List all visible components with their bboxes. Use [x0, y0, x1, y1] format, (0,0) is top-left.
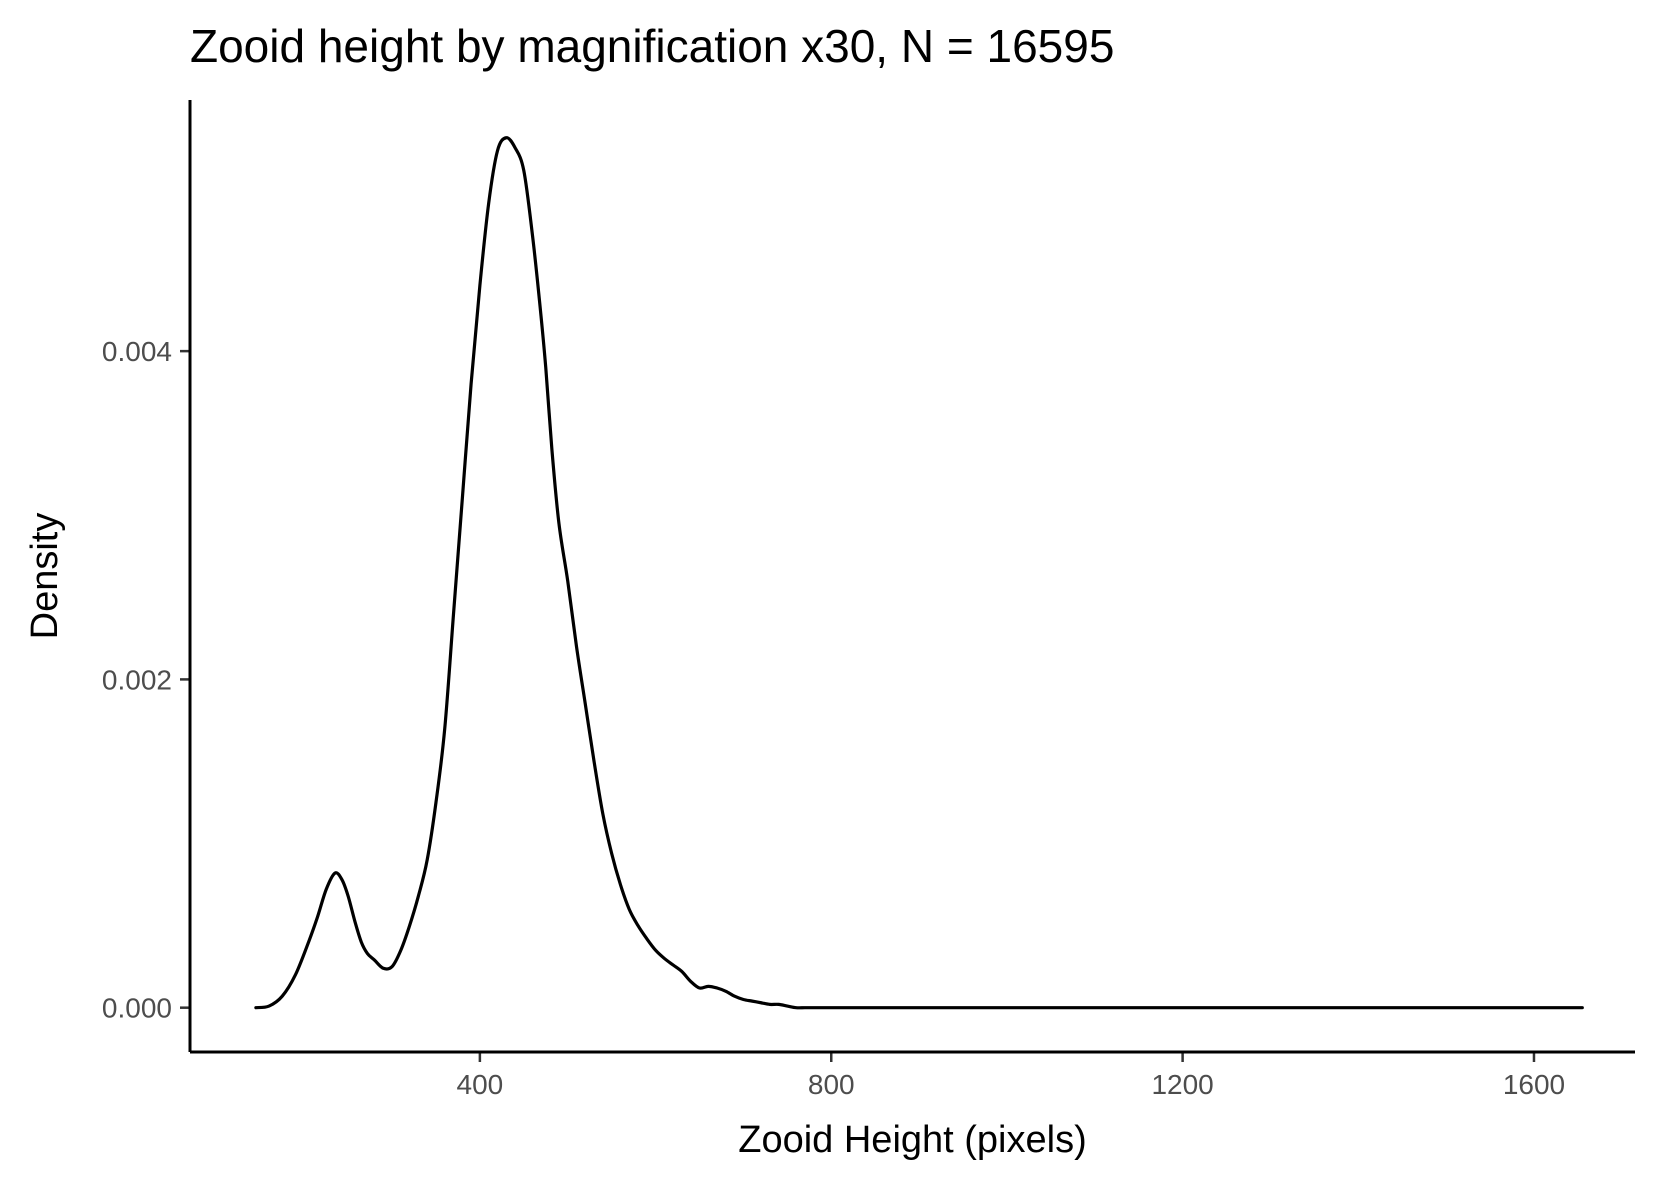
y-axis-title: Density [24, 513, 66, 640]
x-tick-label: 1200 [1151, 1069, 1213, 1100]
y-axis: 0.000 0.002 0.004 [102, 336, 190, 1024]
x-tick-label: 1600 [1503, 1069, 1565, 1100]
series-layer [254, 136, 1584, 1010]
y-tick-label: 0.002 [102, 664, 172, 695]
y-tick-label: 0.000 [102, 993, 172, 1024]
y-tick-label: 0.004 [102, 336, 172, 367]
x-axis: 400 800 1200 1600 [457, 1052, 1565, 1100]
density-line [254, 136, 1584, 1010]
x-axis-title: Zooid Height (pixels) [738, 1119, 1086, 1161]
x-tick-label: 400 [457, 1069, 504, 1100]
chart-title: Zooid height by magnification x30, N = 1… [190, 20, 1114, 72]
x-tick-label: 800 [808, 1069, 855, 1100]
